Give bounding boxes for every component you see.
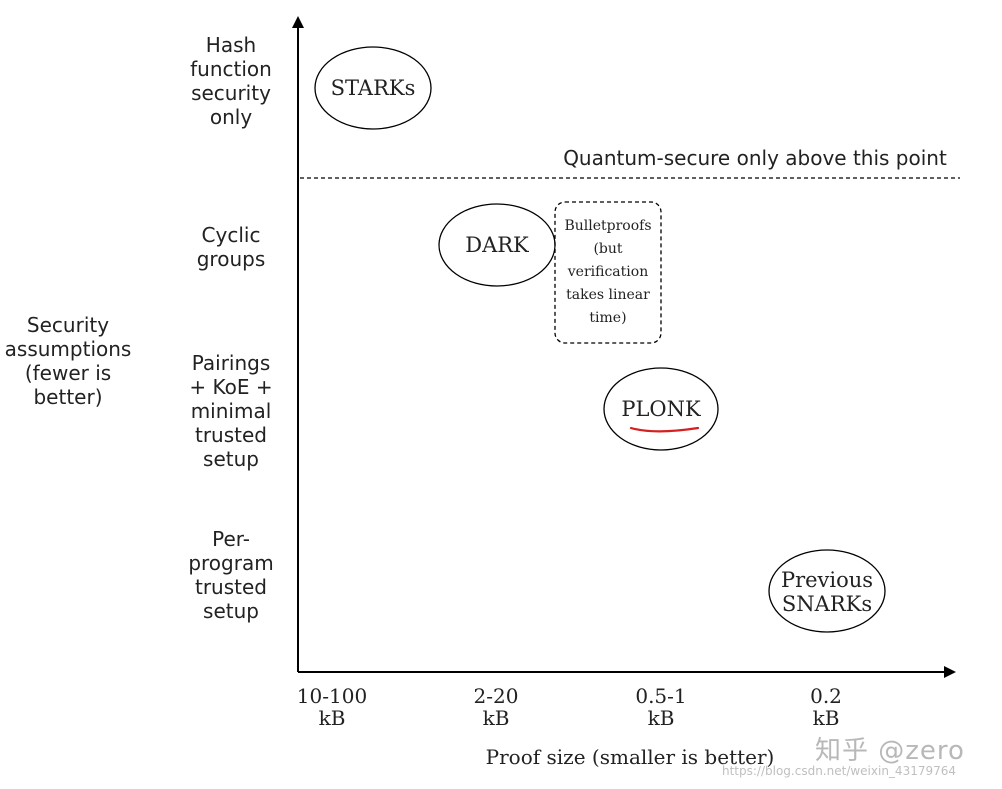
y-axis-title-line: (fewer is xyxy=(24,361,112,385)
bulletproofs-label: Bulletproofs (but verification takes lin… xyxy=(555,210,661,335)
bulletproofs-line: takes linear xyxy=(566,287,650,303)
x-tick-line: kB xyxy=(318,706,346,730)
x-tick-10-100kb: 10-100 kB xyxy=(282,685,382,729)
y-level-line: Hash xyxy=(205,33,257,57)
y-level-line: setup xyxy=(203,447,259,471)
x-tick-line: 0.2 xyxy=(810,684,842,708)
bulletproofs-line: time) xyxy=(589,310,627,326)
y-level-line: only xyxy=(209,105,253,129)
y-level-line: security xyxy=(191,81,271,105)
y-level-pairings: Pairings + KoE + minimal trusted setup xyxy=(176,351,286,471)
y-axis-title-line: better) xyxy=(33,385,103,409)
y-level-line: Per- xyxy=(212,527,250,551)
dark-label: DARK xyxy=(465,233,529,257)
snarks-label: Previous SNARKs xyxy=(769,567,885,617)
starks-label: STARKs xyxy=(330,76,416,100)
snarks-line: Previous xyxy=(780,568,874,592)
x-tick-2-20kb: 2-20 kB xyxy=(446,685,546,729)
plonk-label: PLONK xyxy=(621,397,701,421)
bulletproofs-line: verification xyxy=(567,264,649,280)
plonk-ellipse xyxy=(603,367,719,451)
x-axis-title: Proof size (smaller is better) xyxy=(485,745,775,769)
x-tick-line: kB xyxy=(812,706,840,730)
x-tick-line: kB xyxy=(482,706,510,730)
bulletproofs-line: Bulletproofs xyxy=(564,218,652,234)
x-tick-line: 10-100 xyxy=(296,684,368,708)
watermark-url: https://blog.csdn.net/weixin_43179764 xyxy=(722,764,957,778)
bulletproofs-line: (but xyxy=(593,241,623,257)
snarks-ellipse xyxy=(768,549,886,633)
y-level-hash: Hash function security only xyxy=(176,33,286,129)
watermark-brand: 知乎 @zero xyxy=(815,736,965,766)
x-tick-line: 0.5-1 xyxy=(635,684,687,708)
snarks-line: SNARKs xyxy=(781,592,873,616)
starks-ellipse xyxy=(314,46,432,130)
x-tick-line: kB xyxy=(647,706,675,730)
y-level-line: Cyclic xyxy=(201,223,261,247)
quantum-threshold-label: Quantum-secure only above this point xyxy=(563,146,947,170)
y-level-line: minimal xyxy=(190,399,272,423)
bulletproofs-box xyxy=(554,201,662,344)
y-level-cyclic: Cyclic groups xyxy=(176,223,286,271)
y-level-line: trusted xyxy=(194,575,267,599)
y-level-line: function xyxy=(190,57,272,81)
y-level-line: + KoE + xyxy=(189,375,273,399)
y-level-line: setup xyxy=(203,599,259,623)
y-level-line: trusted xyxy=(194,423,267,447)
y-level-line: program xyxy=(188,551,274,575)
x-tick-line: 2-20 xyxy=(473,684,519,708)
plonk-underline xyxy=(629,426,700,433)
y-axis-title-line: assumptions xyxy=(4,337,132,361)
x-tick-0.5-1kb: 0.5-1 kB xyxy=(611,685,711,729)
y-level-per-program: Per- program trusted setup xyxy=(176,527,286,623)
y-level-line: Pairings xyxy=(191,351,271,375)
y-level-line: groups xyxy=(196,247,266,271)
x-tick-0.2kb: 0.2 kB xyxy=(776,685,876,729)
y-axis-title-line: Security xyxy=(26,313,110,337)
y-axis-title: Security assumptions (fewer is better) xyxy=(0,313,136,409)
